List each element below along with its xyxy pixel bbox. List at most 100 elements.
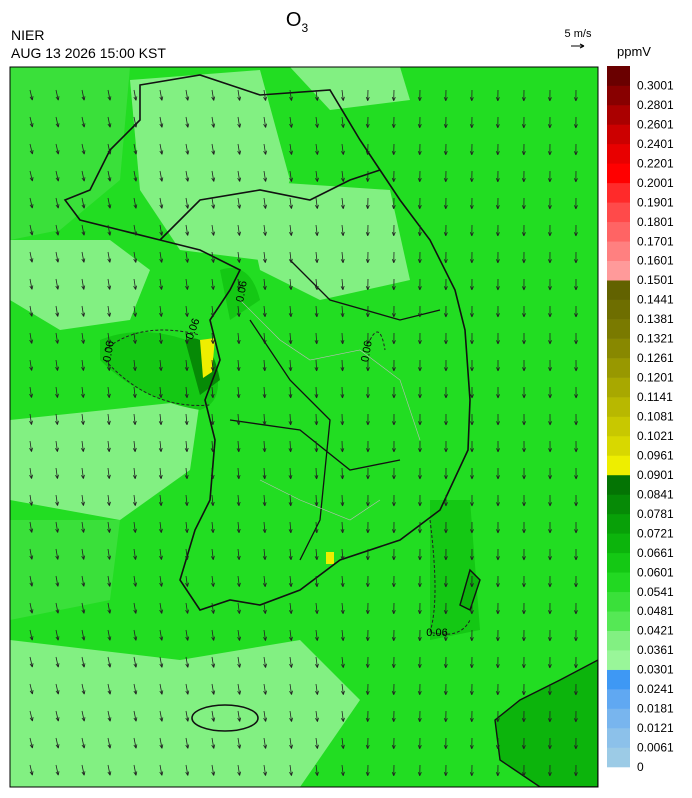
wind-arrow: [417, 602, 422, 615]
wind-arrow: [470, 494, 474, 507]
wind-arrow: [133, 197, 138, 209]
wind-arrow: [392, 467, 396, 480]
wind-arrow: [107, 251, 112, 263]
wind-arrow: [547, 143, 552, 156]
wind-arrow: [574, 440, 578, 453]
wind-arrow: [392, 386, 396, 399]
wind-arrow: [29, 683, 34, 695]
wind-arrow: [521, 224, 526, 237]
wind-arrow: [288, 521, 293, 534]
wind-arrow: [210, 467, 215, 480]
wind-arrow: [443, 764, 448, 777]
wind-arrow: [55, 386, 59, 398]
wind-arrow: [340, 89, 345, 101]
wind-arrow: [314, 251, 319, 263]
colorbar-label: 0.0481: [637, 604, 674, 618]
wind-arrow: [262, 467, 267, 480]
colorbar-label: 0.1261: [637, 351, 674, 365]
wind-arrow: [417, 629, 422, 642]
wind-arrow: [574, 359, 578, 372]
wind-arrow: [573, 143, 578, 156]
wind-arrow: [521, 143, 526, 156]
wind-arrow: [418, 440, 422, 453]
wind-arrow: [444, 440, 448, 453]
wind-arrow: [443, 305, 448, 318]
wind-arrow: [341, 710, 345, 722]
wind-arrow: [55, 467, 59, 479]
colorbar-box: [607, 85, 630, 106]
wind-arrow: [29, 602, 34, 614]
wind-arrow: [417, 710, 422, 722]
wind-arrow: [469, 224, 474, 237]
wind-arrow: [185, 143, 190, 155]
wind-arrow: [29, 764, 34, 776]
wind-arrow: [315, 710, 319, 722]
colorbar-label: 0.0421: [637, 624, 674, 638]
wind-arrow: [573, 764, 578, 777]
wind-arrow: [391, 143, 396, 155]
wind-arrow: [391, 332, 396, 345]
wind-arrow: [289, 197, 293, 209]
wind-arrow: [470, 521, 474, 534]
colorbar-label: 0.2401: [637, 137, 674, 151]
wind-arrow: [521, 683, 526, 696]
wind-arrow: [210, 359, 215, 372]
wind-arrow: [469, 710, 474, 723]
wind-arrow: [133, 656, 138, 668]
wind-arrow: [365, 332, 370, 345]
wind-arrow: [263, 710, 268, 722]
wind-arrow: [418, 494, 422, 507]
wind-arrow: [417, 170, 422, 182]
wind-arrow: [495, 737, 500, 750]
wind-arrow: [340, 332, 345, 345]
wind-arrow: [210, 440, 215, 453]
colorbar-box: [607, 397, 630, 417]
wind-arrow: [288, 575, 293, 587]
wind-arrow: [133, 629, 138, 641]
wind-arrow: [211, 278, 215, 290]
wind-arrow: [417, 251, 422, 264]
wind-arrow: [107, 494, 111, 506]
wind-arrow: [496, 359, 500, 372]
wind-arrow: [289, 170, 293, 182]
wind-arrow: [133, 710, 138, 722]
wind-arrow: [289, 710, 293, 722]
wind-arrow: [133, 548, 137, 560]
wind-arrow: [315, 764, 319, 776]
wind-arrow: [211, 197, 216, 209]
wind-arrow: [262, 440, 267, 453]
wind-arrow: [159, 629, 164, 641]
wind-arrow: [237, 656, 242, 668]
colorbar-label: 0.0601: [637, 565, 674, 579]
wind-arrow: [496, 413, 500, 426]
wind-arrow: [573, 116, 578, 129]
wind-arrow: [443, 602, 448, 615]
wind-arrow: [55, 278, 60, 290]
wind-arrow: [548, 602, 552, 615]
wind-arrow: [29, 710, 34, 722]
wind-arrow: [444, 494, 448, 507]
wind-arrow: [158, 494, 163, 506]
wind-arrow: [107, 521, 111, 533]
wind-arrow: [443, 683, 448, 696]
wind-arrow: [314, 305, 319, 318]
wind-arrow: [81, 440, 85, 452]
colorbar-label: 0.1441: [637, 293, 674, 307]
wind-arrow: [236, 440, 241, 453]
wind-arrow: [573, 683, 578, 696]
wind-arrow: [365, 683, 370, 695]
wind-arrow: [417, 89, 422, 102]
wind-arrow: [574, 602, 578, 615]
wind-arrow: [184, 305, 189, 317]
wind-arrow: [133, 251, 138, 263]
wind-arrow: [469, 143, 474, 156]
colorbar-box: [607, 494, 630, 515]
wind-arrow: [314, 548, 319, 561]
colorbar-label: 0: [637, 760, 644, 774]
wind-arrow: [548, 467, 552, 480]
wind-arrow: [547, 116, 552, 129]
wind-arrow: [365, 89, 370, 101]
wind-arrow: [495, 143, 500, 156]
colorbar-box: [607, 143, 630, 164]
